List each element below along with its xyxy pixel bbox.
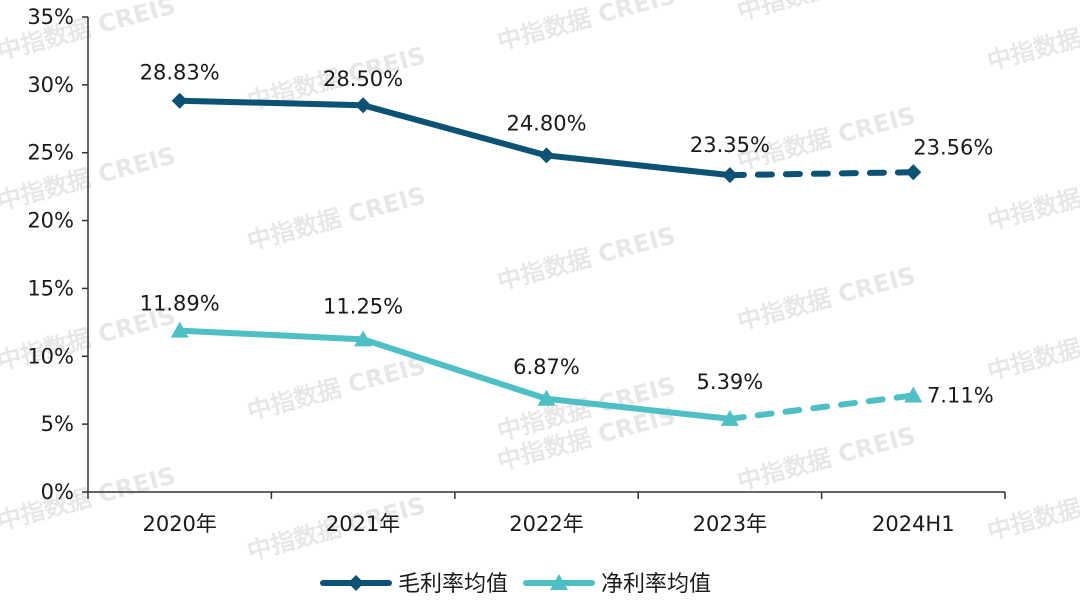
y-tick-label: 25% [27, 141, 74, 165]
x-tick-label: 2022年 [509, 512, 583, 536]
series-2: 11.89% 11.25% 6.87% 5.39% 7.11% [140, 292, 994, 426]
data-label: 7.11% [927, 384, 994, 408]
legend-item-2: 净利率均值 [523, 572, 711, 597]
watermark: 中指数据 CREIS [244, 181, 428, 255]
data-point-marker [537, 389, 556, 406]
data-point-marker [355, 97, 372, 114]
watermark: 中指数据 CREIS [494, 0, 678, 56]
series-layer: 28.83% 28.50% 24.80% 23.35% 23.56% 11.89% 11.2… [140, 61, 994, 426]
watermark: 中指数据 CREIS [984, 311, 1080, 385]
axes: 0% 5% 10% 15% 20% 25% 30% 35% 2020年 2021年 2022年 202… [27, 5, 1006, 536]
y-tick-label: 15% [27, 276, 74, 300]
data-point-marker [170, 321, 189, 338]
y-tick-label: 0% [41, 480, 74, 504]
watermark: 中指数据 CREIS [494, 221, 678, 295]
data-label: 24.80% [506, 111, 586, 135]
legend: 毛利率均值 净利率均值 [320, 572, 711, 597]
y-tick-label: 20% [27, 209, 74, 233]
x-tick-label: 2020年 [142, 512, 216, 536]
legend-marker-icon [550, 574, 568, 590]
y-tick-label: 10% [27, 344, 74, 368]
watermark-layer: 中指数据 CREIS 中指数据 CREIS 中指数据 CREIS 中指数据 CREIS… [0, 0, 1080, 566]
y-tick-label: 30% [27, 73, 74, 97]
data-label: 28.83% [140, 61, 220, 85]
data-point-marker [538, 147, 555, 164]
watermark: 中指数据 CREIS [244, 351, 428, 425]
series-line-dashed [726, 392, 917, 422]
watermark: 中指数据 CREIS [734, 421, 918, 495]
data-label: 23.56% [913, 135, 993, 159]
watermark: 中指数据 CREIS [734, 0, 918, 26]
data-point-marker [721, 167, 738, 184]
series-line-solid [176, 97, 733, 179]
watermark: 中指数据 CREIS [984, 471, 1080, 545]
x-tick-label: 2021年 [326, 512, 400, 536]
data-label: 5.39% [697, 370, 764, 394]
y-tick-label: 5% [41, 412, 74, 436]
legend-marker-icon [348, 575, 364, 591]
x-tick-label: 2024H1 [872, 512, 955, 536]
watermark: 中指数据 CREIS [734, 261, 918, 335]
series-1: 28.83% 28.50% 24.80% 23.35% 23.56% [140, 61, 993, 184]
x-tick-label: 2023年 [693, 512, 767, 536]
data-point-marker [171, 92, 188, 109]
data-label: 28.50% [323, 67, 403, 91]
data-point-marker [720, 409, 739, 426]
data-label: 11.25% [323, 294, 403, 318]
data-point-marker [905, 164, 922, 181]
data-label: 23.35% [690, 133, 770, 157]
data-point-marker [354, 330, 373, 347]
legend-item-1: 毛利率均值 [320, 572, 508, 597]
watermark: 中指数据 CREIS [984, 161, 1080, 235]
series-line-dashed [726, 169, 917, 179]
legend-label: 毛利率均值 [398, 572, 508, 597]
legend-label: 净利率均值 [601, 572, 711, 597]
data-point-marker [904, 386, 923, 403]
data-label: 11.89% [140, 292, 220, 316]
data-label: 6.87% [513, 355, 580, 379]
series-line-solid [176, 327, 733, 422]
watermark: 中指数据 CREIS [984, 1, 1080, 75]
y-tick-label: 35% [27, 5, 74, 29]
